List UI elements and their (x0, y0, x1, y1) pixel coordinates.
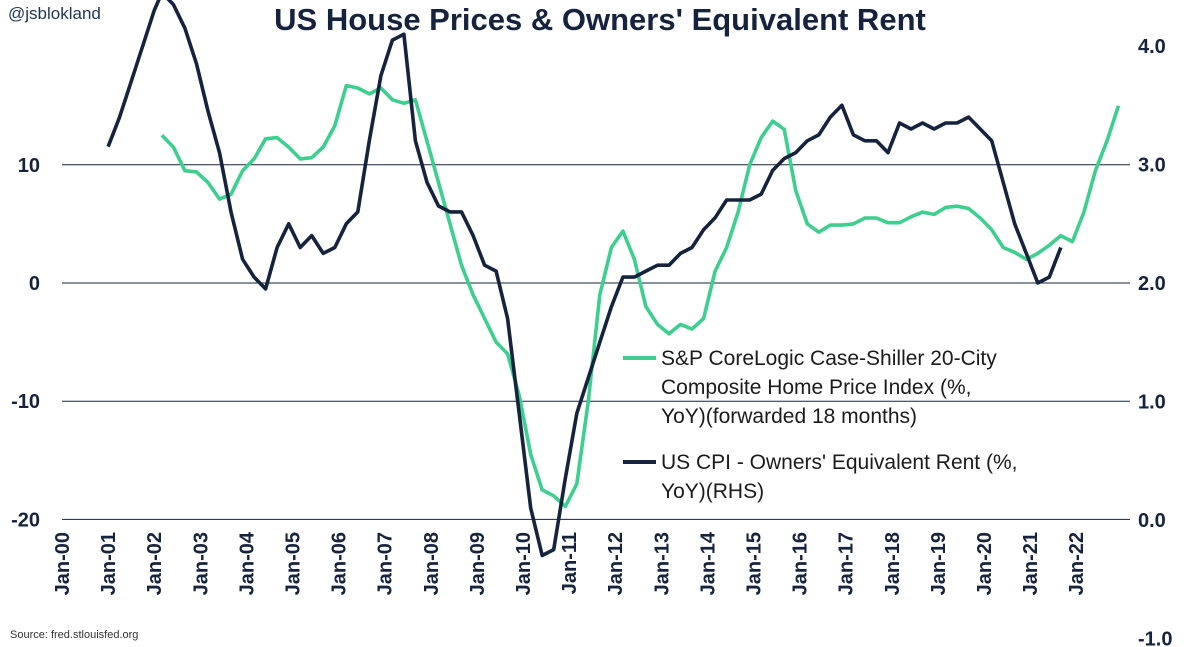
right-tick-label: 4.0 (1138, 36, 1166, 58)
right-tick-label: 3.0 (1138, 155, 1166, 177)
x-tick-label: Jan-12 (605, 532, 627, 595)
left-tick-label: 10 (18, 155, 40, 177)
series-line-oer (106, 0, 1063, 558)
x-tick-label: Jan-07 (375, 532, 397, 595)
x-tick-label: Jan-03 (190, 532, 212, 595)
x-tick-label: Jan-00 (52, 532, 74, 595)
x-tick-label: Jan-13 (651, 532, 673, 595)
x-tick-label: Jan-09 (467, 532, 489, 595)
x-tick-label: Jan-19 (928, 532, 950, 595)
x-axis-ticks: Jan-00 Jan-01 Jan-02 Jan-03 Jan-04 Jan-05 Jan-… (52, 531, 1088, 595)
left-tick-label: -20 (11, 509, 40, 531)
x-tick-label: Jan-21 (1020, 532, 1042, 595)
right-axis-ticks: 4.0 3.0 2.0 1.0 0.0 -1.0 (1138, 36, 1172, 647)
series-lines (106, 0, 1121, 558)
x-tick-label: Jan-08 (421, 532, 443, 595)
left-tick-label: -10 (11, 391, 40, 413)
author-handle: @jsblokland (8, 4, 101, 23)
right-tick-label: 2.0 (1138, 273, 1166, 295)
right-tick-label: -1.0 (1138, 629, 1172, 647)
x-tick-label: Jan-01 (98, 532, 120, 595)
x-tick-label: Jan-17 (836, 532, 858, 595)
x-tick-label: Jan-15 (744, 532, 766, 595)
legend-label: Composite Home Price Index (%, (661, 376, 971, 399)
x-tick-label: Jan-20 (974, 532, 996, 595)
legend: S&P CoreLogic Case-Shiller 20-City Compos… (623, 347, 1017, 503)
x-tick-label: Jan-16 (790, 532, 812, 595)
right-tick-label: 0.0 (1138, 510, 1166, 532)
x-tick-label: Jan-22 (1066, 532, 1088, 595)
right-tick-label: 1.0 (1138, 392, 1166, 414)
left-axis-ticks: 10 0 -10 -20 (11, 155, 40, 532)
legend-label: US CPI - Owners' Equivalent Rent (%, (661, 451, 1017, 474)
x-tick-label: Jan-11 (559, 532, 581, 594)
legend-label: YoY)(forwarded 18 months) (661, 405, 917, 428)
x-tick-label: Jan-10 (513, 532, 535, 595)
x-tick-label: Jan-18 (882, 532, 904, 595)
chart-title: US House Prices & Owners' Equivalent Ren… (274, 2, 926, 37)
left-tick-label: 0 (29, 273, 40, 295)
gridlines (62, 164, 1130, 520)
legend-label: YoY)(RHS) (661, 480, 764, 503)
x-tick-label: Jan-04 (236, 531, 258, 595)
series-line-house-prices (160, 83, 1121, 509)
source-note: Source: fred.stlouisfed.org (10, 629, 139, 641)
x-tick-label: Jan-14 (697, 531, 719, 595)
legend-label: S&P CoreLogic Case-Shiller 20-City (661, 347, 997, 370)
x-tick-label: Jan-02 (144, 532, 166, 595)
x-tick-label: Jan-06 (329, 532, 351, 595)
x-tick-label: Jan-05 (283, 532, 305, 595)
